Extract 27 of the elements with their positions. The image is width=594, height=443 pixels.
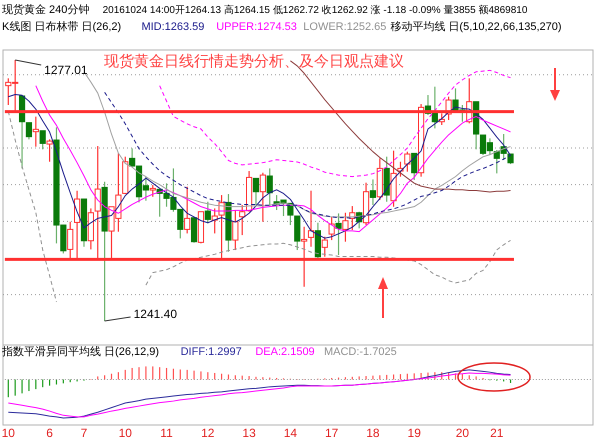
x-tick-label: 20 — [456, 426, 470, 440]
chart-subtitle: 20161024 14:00开1264.13 高1264.15 低1262.72 收1262.92 涨 -1.18 -0.09% 量3855 额4869810 — [102, 4, 528, 16]
x-tick-label: 18 — [366, 426, 380, 440]
chart-title: 现货黄金 240分钟 — [2, 3, 90, 16]
x-tick-label: 13 — [242, 426, 256, 440]
x-tick-label: 21 — [490, 426, 504, 440]
x-tick-label: 14 — [284, 426, 298, 440]
chart-title: 指数平滑异同平均线 日(26,12,9) — [1, 345, 160, 358]
text: MID:1263.59 — [141, 21, 204, 33]
text: K线图 日布林带 日(26,2) — [2, 20, 122, 33]
x-tick-label: 19 — [408, 426, 422, 440]
x-tick-label: 7 — [80, 426, 88, 440]
annotation: 1277.01 — [44, 63, 88, 77]
text: MACD:-1.7025 — [324, 346, 397, 358]
x-tick-label: 6 — [46, 426, 54, 440]
x-tick-label: 12 — [201, 426, 215, 440]
annotation: 1241.40 — [134, 307, 178, 321]
x-tick-label: 10 — [2, 426, 16, 440]
annotation: 现货黄金日线行情走势分析、及今日观点建议 — [104, 53, 404, 70]
text: DEA:2.1509 — [255, 346, 315, 358]
text: LOWER:1252.65 — [303, 21, 386, 33]
x-tick-label: 10 — [118, 426, 132, 440]
text: DIFF:1.2997 — [180, 346, 242, 358]
text: UPPER:1274.53 — [216, 21, 297, 33]
text: 移动平均线 日(5,10,22,66,135,270) — [390, 20, 562, 33]
x-tick-label: 17 — [324, 426, 339, 440]
x-tick-label: 11 — [160, 426, 174, 440]
